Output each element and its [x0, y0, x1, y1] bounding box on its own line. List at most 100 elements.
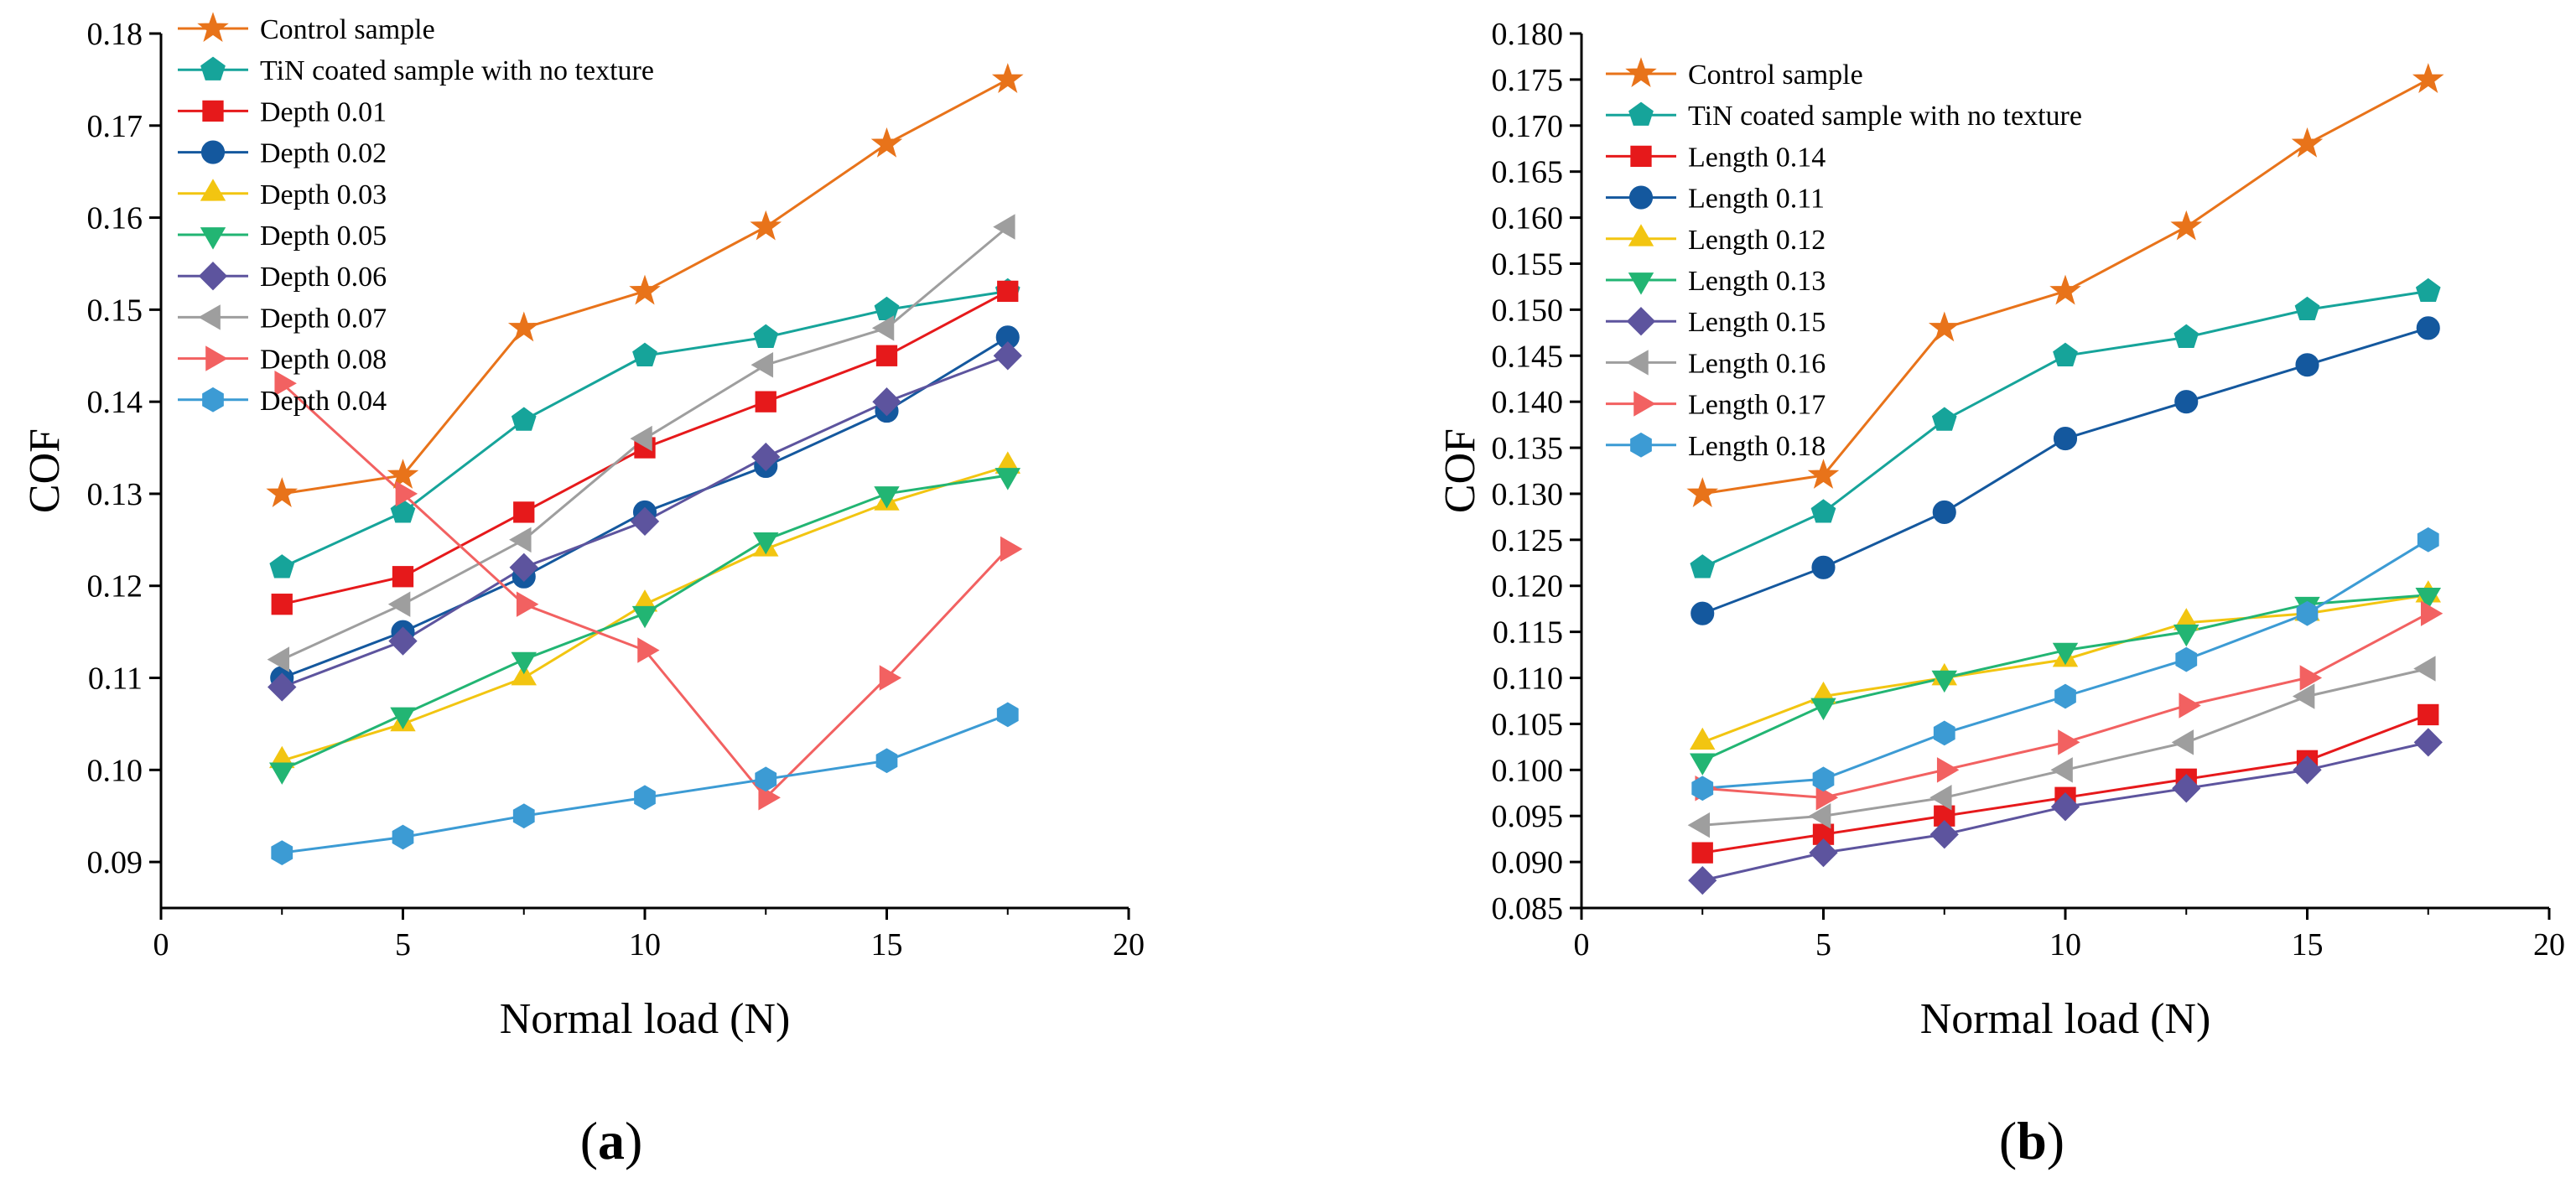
data-point-b-0-3: [2049, 274, 2081, 305]
data-point-b-9-5: [2296, 600, 2319, 626]
data-point-a-1-0: [269, 554, 295, 579]
data-point-a-8-6: [1000, 536, 1023, 563]
legend-marker-a-8: [205, 345, 228, 371]
data-point-b-7-2: [1929, 784, 1952, 811]
data-point-b-9-0: [1691, 776, 1714, 802]
y-tick-label-a-7: 0.16: [87, 201, 143, 236]
data-point-b-8-6: [2420, 600, 2444, 626]
y-axis-title-a: COF: [21, 428, 69, 513]
y-tick-label-b-15: 0.160: [1492, 201, 1564, 236]
data-point-b-5-3: [2052, 642, 2079, 666]
y-tick-label-b-0: 0.085: [1492, 891, 1564, 926]
data-point-a-8-4: [758, 784, 781, 811]
data-point-b-9-2: [1933, 720, 1955, 746]
data-point-b-5-6: [2415, 587, 2441, 610]
legend-marker-b-8: [1633, 391, 1656, 417]
data-point-b-6-3: [2050, 792, 2080, 822]
y-axis-title-b: COF: [1436, 428, 1484, 513]
legend-label-a-0: Control sample: [260, 14, 435, 45]
legend-label-a-7: Depth 0.07: [260, 303, 387, 334]
y-tick-label-a-5: 0.14: [87, 385, 143, 420]
legend-label-a-5: Depth 0.05: [260, 221, 387, 252]
data-point-b-6-1: [1809, 838, 1838, 868]
y-tick-label-a-8: 0.17: [87, 109, 143, 144]
y-tick-label-b-19: 0.180: [1492, 17, 1564, 52]
data-point-a-0-1: [387, 459, 419, 489]
data-point-a-8-5: [879, 665, 902, 691]
plot-markers-b: [1686, 63, 2444, 895]
data-point-a-7-6: [993, 214, 1015, 240]
data-point-b-5-0: [1689, 753, 1716, 776]
legend-marker-b-9: [1630, 432, 1652, 458]
data-point-a-1-4: [753, 324, 779, 348]
chart-panel-b: 0 5 10 15 20 0.085 0.090 0.095 0.100 0.105 0.110 0.…: [1436, 17, 2565, 1170]
panel-label-letter-b: b: [2017, 1111, 2047, 1170]
data-point-b-3-0: [1690, 601, 1715, 625]
y-tick-label-b-17: 0.170: [1492, 109, 1564, 144]
axes-a: 0 5 10 15 20 0.09 0.10 0.11 0.12 0.13 0.14 0.15 0.16…: [87, 17, 1145, 962]
y-tick-label-b-1: 0.090: [1492, 845, 1564, 880]
data-point-a-2-2: [513, 501, 535, 523]
data-point-a-9-2: [512, 803, 535, 829]
legend-item-b-7: Length 0.16: [1606, 348, 1826, 379]
legend-item-b-8: Length 0.17: [1606, 390, 1826, 421]
x-tick-label-a-2: 10: [629, 927, 661, 962]
data-point-b-9-6: [2417, 527, 2439, 553]
legend-item-a-3: Depth 0.02: [178, 138, 387, 169]
legend-item-b-0: Control sample: [1606, 57, 1863, 91]
y-tick-label-b-7: 0.120: [1492, 569, 1564, 604]
legend-item-b-1: TiN coated sample with no texture: [1606, 101, 2082, 132]
data-point-b-0-2: [1928, 311, 1961, 342]
data-point-a-0-2: [507, 311, 540, 342]
y-tick-label-b-3: 0.100: [1492, 753, 1564, 788]
x-tick-label-a-3: 15: [871, 927, 903, 962]
data-point-a-6-1: [388, 626, 418, 656]
data-point-a-7-4: [750, 352, 774, 378]
data-point-b-4-0: [1689, 727, 1716, 750]
data-point-a-6-6: [993, 341, 1022, 371]
data-point-b-2-6: [2418, 703, 2439, 726]
data-point-a-8-3: [637, 637, 660, 663]
y-tick-label-b-18: 0.175: [1492, 63, 1564, 98]
y-tick-label-a-2: 0.11: [88, 662, 143, 697]
legend-item-b-3: Length 0.11: [1606, 184, 1825, 215]
x-tick-label-a-1: 5: [395, 927, 411, 962]
data-point-a-1-1: [390, 499, 416, 523]
legend-label-a-6: Depth 0.06: [260, 262, 387, 293]
y-tick-label-a-9: 0.18: [87, 17, 143, 52]
data-point-a-2-5: [875, 345, 898, 366]
data-point-a-9-5: [875, 748, 898, 774]
legend-marker-b-0: [1625, 57, 1657, 88]
data-point-b-3-2: [1932, 500, 1956, 524]
legend-b: Control sample TiN coated sample with no …: [1606, 57, 2082, 462]
data-point-b-3-3: [2053, 427, 2078, 451]
legend-marker-b-3: [1628, 185, 1654, 210]
data-point-b-6-0: [1688, 865, 1717, 895]
y-tick-label-b-9: 0.130: [1492, 477, 1564, 512]
data-point-a-5-0: [268, 762, 295, 785]
legend-label-b-1: TiN coated sample with no texture: [1688, 101, 2082, 132]
y-tick-label-a-6: 0.15: [87, 293, 143, 328]
data-point-a-4-2: [511, 662, 537, 686]
y-tick-label-b-2: 0.095: [1492, 799, 1564, 834]
data-point-a-1-2: [511, 407, 537, 431]
data-point-a-5-5: [874, 486, 900, 509]
legend-marker-a-5: [200, 227, 226, 250]
data-point-a-9-4: [755, 766, 777, 792]
y-tick-label-b-13: 0.150: [1492, 293, 1564, 328]
axes-b: 0 5 10 15 20 0.085 0.090 0.095 0.100 0.105 0.110 0.…: [1492, 17, 2566, 962]
legend-label-a-3: Depth 0.02: [260, 138, 387, 169]
data-point-a-9-6: [996, 702, 1019, 728]
legend-label-a-1: TiN coated sample with no texture: [260, 55, 654, 86]
x-tick-label-b-4: 20: [2533, 927, 2565, 962]
series-line-b-4: [1701, 594, 2429, 744]
legend-marker-a-7: [198, 304, 221, 330]
x-axis-title-a: Normal load (N): [500, 995, 791, 1043]
legend-label-b-2: Length 0.14: [1688, 142, 1826, 173]
data-point-b-8-2: [1936, 757, 1960, 783]
legend-item-a-6: Depth 0.06: [178, 262, 387, 293]
legend-marker-b-4: [1628, 224, 1654, 246]
legend-item-a-9: Depth 0.04: [178, 386, 387, 417]
data-point-b-3-1: [1811, 555, 1836, 579]
data-point-b-7-5: [2292, 683, 2315, 709]
